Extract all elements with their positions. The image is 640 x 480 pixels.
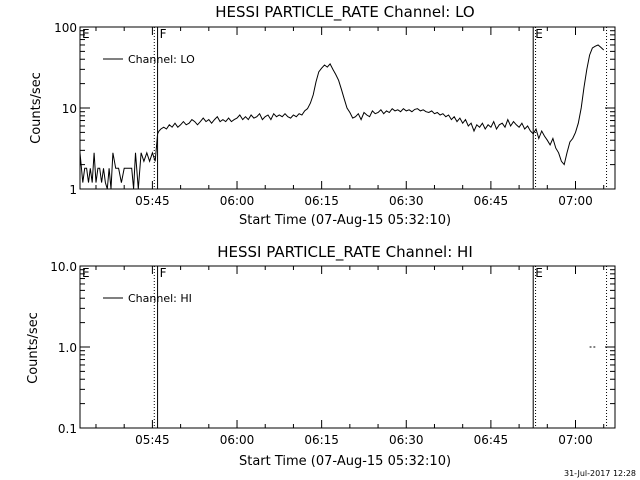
hi-x-tick-label: 06:00 [220, 433, 255, 447]
lo-x-axis-label: Start Time (07-Aug-15 05:32:10) [239, 213, 451, 228]
lo-series [79, 44, 605, 190]
hi-x-axis-label: Start Time (07-Aug-15 05:32:10) [239, 454, 451, 469]
hi-y-tick-label: 1.0 [58, 341, 77, 355]
lo-x-tick-label: 06:00 [220, 194, 255, 208]
hi-ticks [80, 265, 615, 429]
hi-y-axis-label: Counts/sec [26, 312, 41, 384]
lo-x-tick-label: 05:45 [135, 194, 170, 208]
lo-marker-label: F [160, 27, 167, 41]
hi-x-tick-label: 06:15 [304, 433, 339, 447]
lo-legend-label: Channel: LO [128, 53, 195, 66]
hi-legend-label: Channel: HI [128, 292, 192, 305]
lo-y-tick-label: 100 [54, 21, 77, 35]
hi-x-tick-label: 06:45 [474, 433, 509, 447]
hi-channel-panel: HESSI PARTICLE_RATE Channel: HI Counts/s… [26, 243, 616, 469]
lo-series-line [79, 44, 605, 190]
hi-y-tick-label: 10.0 [50, 260, 77, 274]
lo-y-axis-label: Counts/sec [29, 72, 44, 144]
hi-legend: Channel: HI [103, 292, 192, 305]
generated-timestamp: 31-Jul-2017 12:28 [564, 469, 636, 478]
hi-marker-label: E [82, 266, 90, 280]
hi-tick-labels: 05:45 06:00 06:15 06:30 06:45 07:00 0.1 1.0 10.0 [50, 260, 593, 447]
lo-panel-title: HESSI PARTICLE_RATE Channel: LO [215, 3, 474, 22]
lo-legend: Channel: LO [103, 53, 195, 66]
hi-x-tick-label: 06:30 [389, 433, 424, 447]
lo-ticks [80, 26, 615, 190]
lo-y-tick-label: 1 [69, 183, 77, 197]
hi-marker-label: E [535, 266, 543, 280]
hi-x-tick-label: 05:45 [135, 433, 170, 447]
hi-marker-label: F [160, 266, 167, 280]
lo-marker-label: E [535, 27, 543, 41]
lo-tick-labels: 05:45 06:00 06:15 06:30 06:45 07:00 1 10 100 [54, 21, 593, 208]
hi-x-tick-label: 07:00 [558, 433, 593, 447]
lo-x-tick-label: 07:00 [558, 194, 593, 208]
lo-x-tick-label: 06:45 [474, 194, 509, 208]
lo-channel-panel: HESSI PARTICLE_RATE Channel: LO Counts/s… [29, 3, 616, 228]
lo-y-tick-label: 10 [62, 102, 77, 116]
lo-x-tick-label: 06:15 [304, 194, 339, 208]
hi-y-tick-label: 0.1 [58, 422, 77, 436]
lo-marker-label: E [82, 27, 90, 41]
lo-x-tick-label: 06:30 [389, 194, 424, 208]
hi-panel-title: HESSI PARTICLE_RATE Channel: HI [217, 243, 473, 262]
